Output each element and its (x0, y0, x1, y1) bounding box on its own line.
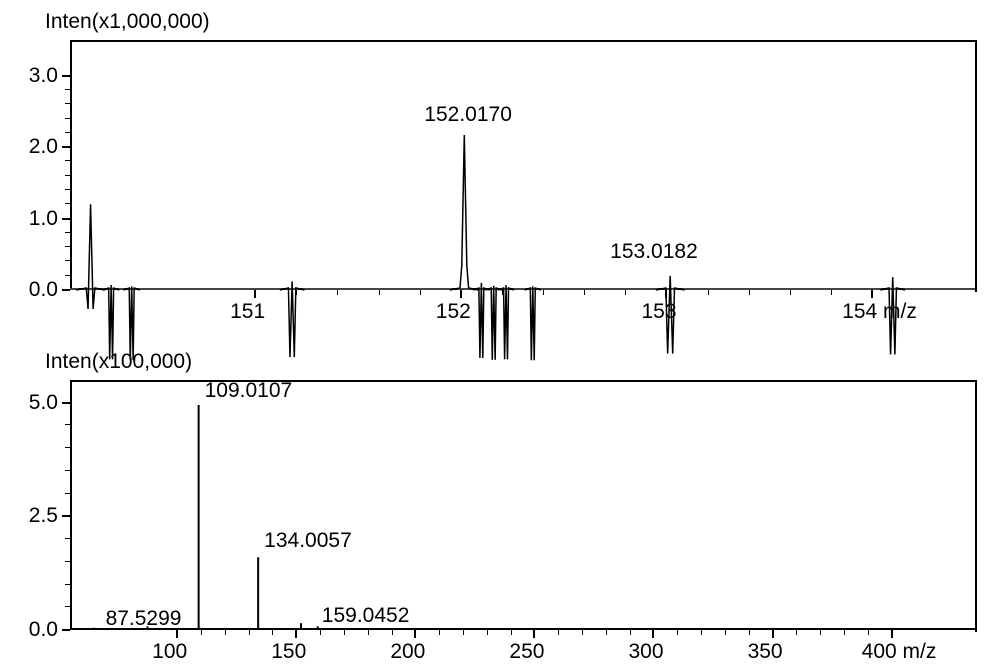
bottom_chart-svg (0, 0, 1000, 671)
